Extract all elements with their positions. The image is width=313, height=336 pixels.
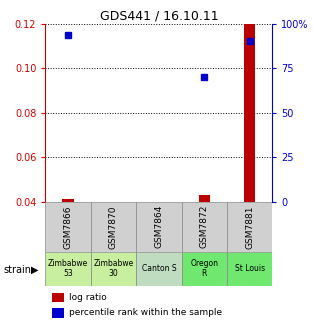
- Title: GDS441 / 16.10.11: GDS441 / 16.10.11: [100, 9, 218, 23]
- Text: strain: strain: [3, 265, 31, 275]
- Bar: [91, 252, 136, 286]
- Bar: [227, 202, 272, 252]
- Text: GSM7872: GSM7872: [200, 205, 209, 249]
- Bar: [45, 252, 91, 286]
- Bar: [182, 252, 227, 286]
- Text: GSM7866: GSM7866: [64, 205, 73, 249]
- Text: GSM7870: GSM7870: [109, 205, 118, 249]
- Bar: [62, 199, 74, 202]
- Text: GSM7881: GSM7881: [245, 205, 254, 249]
- Bar: [91, 202, 136, 252]
- Bar: [136, 202, 182, 252]
- Bar: [182, 202, 227, 252]
- Text: St Louis: St Louis: [234, 264, 265, 273]
- Text: log ratio: log ratio: [69, 293, 107, 302]
- Bar: [45, 202, 91, 252]
- Bar: [227, 252, 272, 286]
- Text: GSM7864: GSM7864: [154, 205, 163, 249]
- Text: ▶: ▶: [31, 265, 39, 275]
- Text: Zimbabwe
30: Zimbabwe 30: [93, 259, 134, 279]
- Bar: [198, 195, 210, 202]
- Bar: [136, 252, 182, 286]
- Text: Zimbabwe
53: Zimbabwe 53: [48, 259, 88, 279]
- Bar: [244, 24, 255, 202]
- Text: Oregon
R: Oregon R: [190, 259, 218, 279]
- Text: percentile rank within the sample: percentile rank within the sample: [69, 308, 222, 317]
- Text: Canton S: Canton S: [141, 264, 176, 273]
